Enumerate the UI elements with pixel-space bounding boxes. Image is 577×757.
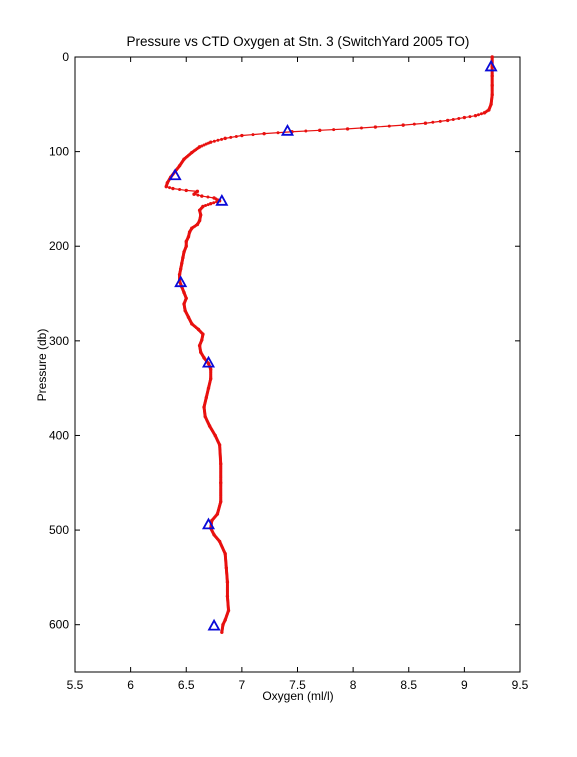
ctd-point (423, 121, 428, 125)
ctd-point (318, 128, 322, 133)
x-axis-title: Oxygen (ml/l) (262, 689, 333, 703)
ctd-point (183, 156, 187, 160)
bottle-sample-marker (280, 123, 295, 136)
y-tick-label: 100 (49, 145, 69, 159)
chart-title: Pressure vs CTD Oxygen at Stn. 3 (Switch… (127, 34, 470, 49)
x-tick-label: 8.5 (400, 678, 417, 692)
ctd-point (196, 222, 200, 226)
ctd-point (212, 139, 216, 143)
y-tick-label: 0 (62, 50, 69, 64)
x-tick-label: 9 (461, 678, 468, 692)
ctd-point (359, 126, 363, 130)
ctd-point (373, 125, 378, 129)
ctd-point (171, 186, 175, 191)
ctd-point (438, 119, 442, 123)
ctd-point (401, 123, 405, 127)
ctd-point (262, 131, 266, 136)
x-tick-label: 9.5 (512, 678, 529, 692)
plot-area: 5.5 6 6.5 7 7.5 8 8.5 9 9.5 0 100 200 300 400 500 600 (49, 50, 529, 692)
ctd-point (184, 188, 188, 193)
ctd-point (479, 112, 483, 116)
ctd-point (457, 117, 461, 120)
y-tick-label: 600 (49, 618, 69, 632)
ctd-point (473, 113, 478, 118)
bottle-sample-marker (215, 193, 229, 206)
ctd-point (209, 201, 213, 206)
ctd-point (191, 225, 195, 229)
ctd-point (476, 113, 480, 117)
ctd-point (276, 131, 280, 135)
x-tick-label: 6 (127, 678, 134, 692)
bottle-sample-marker (168, 168, 182, 181)
ctd-point (191, 150, 195, 154)
ctd-point (193, 191, 197, 195)
ctd-point (204, 204, 208, 208)
ctd-point (445, 118, 450, 123)
ctd-point (487, 107, 491, 111)
ctd-point (178, 187, 182, 191)
ctd-point (223, 136, 227, 141)
bottle-sample-marker (484, 59, 498, 72)
ctd-point (216, 138, 220, 142)
ctd-point (168, 186, 172, 190)
x-tick-label: 8 (350, 678, 357, 692)
ctd-point (234, 134, 238, 138)
x-tick-label: 7.5 (289, 678, 306, 692)
ctd-point (220, 137, 224, 141)
ctd-point (206, 203, 210, 207)
y-tick-label: 200 (49, 239, 69, 253)
ctd-point (240, 133, 244, 138)
bottle-sample-marker (207, 618, 221, 631)
ctd-point (412, 122, 416, 126)
y-axis-title: Pressure (db) (35, 329, 49, 402)
ctd-point (196, 193, 200, 197)
ctd-point (200, 144, 204, 148)
ctd-point (304, 129, 308, 133)
x-tick-label: 6.5 (178, 678, 195, 692)
ctd-point (484, 110, 488, 114)
ctd-point (206, 195, 210, 199)
y-tick-label: 400 (49, 428, 69, 442)
ctd-point (332, 128, 336, 132)
ctd-point (212, 201, 216, 205)
bottle-sample-marker (201, 517, 216, 530)
ctd-point (195, 327, 199, 331)
y-tick-label: 500 (49, 523, 69, 537)
y-tick-label: 300 (49, 334, 69, 348)
ctd-point (431, 120, 435, 124)
x-tick-label: 5.5 (67, 678, 84, 692)
bottle-sample-marker (201, 355, 216, 368)
x-tick-label: 7 (239, 678, 246, 692)
bottle-sample-marker (174, 275, 188, 288)
ctd-point (468, 115, 472, 119)
ctd-point (165, 184, 169, 188)
ctd-point (229, 135, 233, 139)
ctd-point (451, 117, 455, 121)
ctd-point (251, 133, 255, 137)
ctd-point (200, 194, 204, 198)
ctd-point (387, 124, 391, 128)
ctd-point (220, 629, 224, 633)
ctd-point (462, 115, 467, 120)
ctd-point (345, 127, 350, 131)
